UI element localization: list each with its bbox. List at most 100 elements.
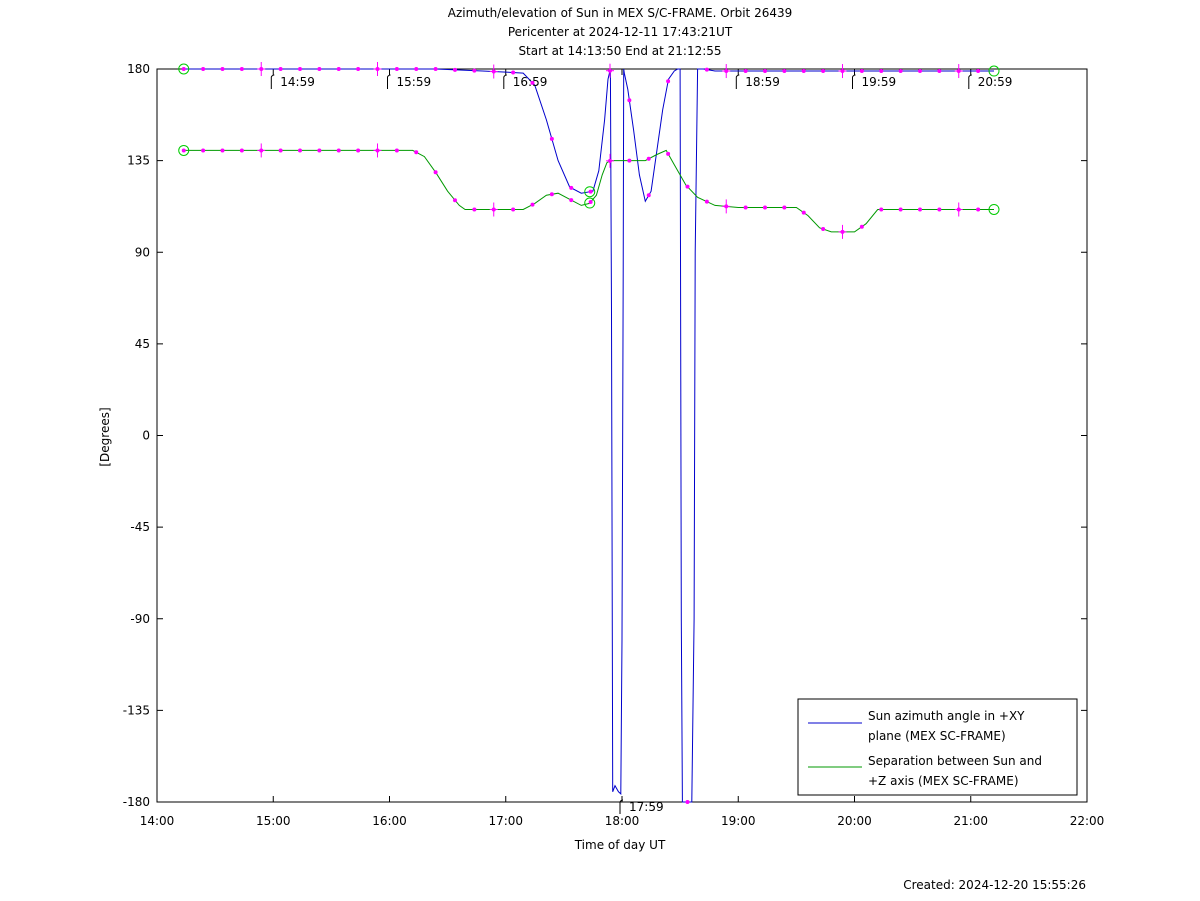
series-point [336,67,341,71]
series-point [859,224,864,229]
y-tick-label: -90 [130,612,150,626]
series-point [278,148,283,153]
x-tick-label: 20:00 [837,814,872,828]
series-point [917,69,922,74]
x-tick-label: 15:00 [256,814,291,828]
series-layer [183,68,994,803]
series-point [646,156,651,161]
series-point [976,69,981,74]
series-point [452,198,457,203]
time-marker-hook [503,74,507,89]
series-point [762,69,767,74]
pericenter-circle [584,186,596,198]
series-azimuth-line [183,68,994,803]
series-point [821,69,826,74]
legend-label-azimuth-line-2: plane (MEX SC-FRAME) [868,729,1006,743]
series-point [530,80,535,85]
series-point [452,67,457,72]
time-marker-label: 20:59 [978,75,1013,89]
time-marker-label: 19:59 [862,75,897,89]
series-point [627,98,632,103]
time-marker-label: 17:59 [629,800,664,814]
x-tick-label: 18:00 [605,814,640,828]
legend-label-separation-line-1: Separation between Sun and [868,754,1042,768]
series-point [220,148,225,153]
series-point [976,207,981,212]
series-point [646,193,651,198]
endpoint-circle [988,65,1000,77]
series-point [239,67,244,71]
y-axis-label: [Degrees] [98,407,112,466]
endpoint-circle [178,144,190,156]
series-point [569,198,574,203]
series-point [879,207,884,212]
chart-title-line-3: Start at 14:13:50 End at 21:12:55 [518,44,721,58]
series-point [433,170,438,175]
series-point [666,79,671,84]
series-point [801,69,806,74]
series-point [511,70,516,75]
series-point [917,207,922,212]
y-tick-label: 45 [135,337,150,351]
series-point [433,67,438,71]
time-marker-label: 16:59 [513,75,548,89]
series-point [239,148,244,153]
legend-label-separation-line-2: +Z axis (MEX SC-FRAME) [868,774,1019,788]
legend: Sun azimuth angle in +XY plane (MEX SC-F… [797,698,1078,796]
series-point [220,67,225,71]
series-point [201,148,206,153]
series-point [937,69,942,74]
time-marker-hook [270,74,275,89]
endpoint-circle [178,63,190,75]
created-timestamp: Created: 2024-12-20 15:55:26 [903,878,1086,892]
series-point [743,69,748,74]
chart-title-line-1: Azimuth/elevation of Sun in MEX S/C-FRAM… [448,6,793,20]
series-point [588,189,593,194]
series-point [937,207,942,212]
y-tick-label: -180 [123,795,150,809]
series-point [356,148,361,153]
series-separation-line [183,149,994,233]
time-marker-hook [619,799,624,814]
series-point [743,205,748,210]
series-point [801,210,806,215]
legend-label-azimuth-line-1: Sun azimuth angle in +XY [868,709,1025,723]
series-point [627,158,632,163]
series-point [201,67,206,71]
x-tick-label: 17:00 [488,814,523,828]
series-point [588,200,593,205]
series-point [278,67,283,71]
series-point [782,69,787,74]
time-marker-label: 14:59 [280,75,315,89]
x-tick-label: 21:00 [953,814,988,828]
time-marker-hook [968,74,972,89]
series-point [898,207,903,212]
y-tick-label: -45 [130,520,150,534]
x-tick-label: 14:00 [140,814,175,828]
series-point [317,148,322,153]
series-point [181,148,186,153]
series-point [414,150,419,155]
series-point [414,67,419,71]
x-tick-label: 22:00 [1070,814,1105,828]
series-point [181,67,186,71]
time-marker-hook [735,74,740,89]
series-point [472,68,477,73]
series-point [394,67,399,71]
y-tick-label: 90 [135,245,150,259]
time-markers: 14:59 15:59 16:59 17:59 18:59 19:59 20:59 [270,74,1013,814]
series-point [297,67,302,71]
x-tick-label: 19:00 [721,814,756,828]
series-point [511,207,516,212]
y-tick-label: 180 [127,62,150,76]
series-point [394,148,399,153]
series-point [704,67,709,72]
x-axis-label: Time of day UT [574,838,666,852]
series-point [336,148,341,153]
series-point [762,205,767,210]
time-marker-label: 18:59 [745,75,780,89]
chart-title-line-2: Pericenter at 2024-12-11 17:43:21UT [508,25,733,39]
series-point [685,800,690,804]
chart-title: Azimuth/elevation of Sun in MEX S/C-FRAM… [448,6,793,58]
